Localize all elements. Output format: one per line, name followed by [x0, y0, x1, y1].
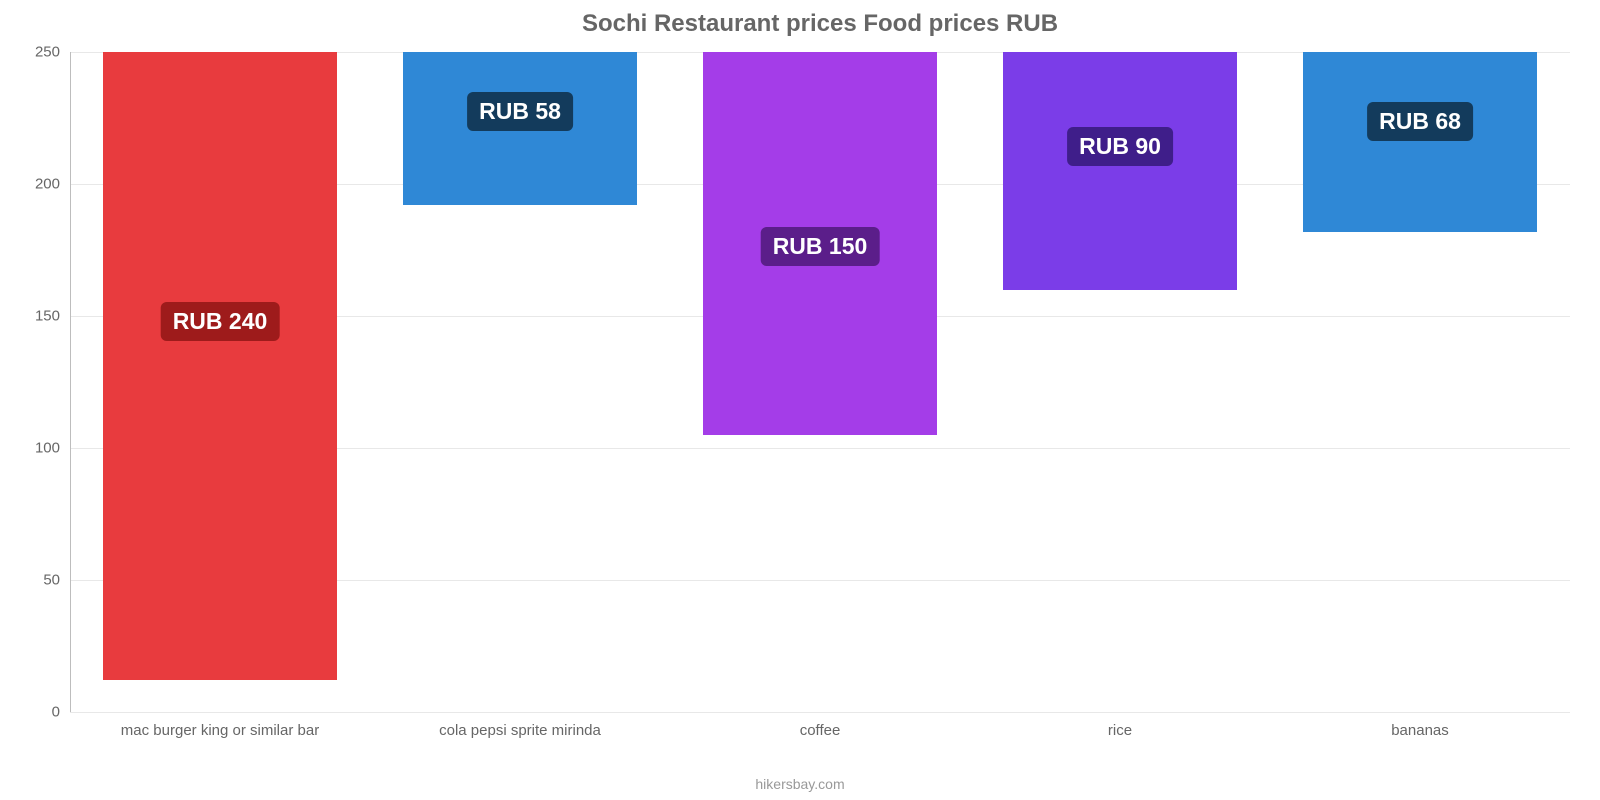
chart-title: Sochi Restaurant prices Food prices RUB — [70, 10, 1570, 38]
bar-slot: RUB 240 — [70, 52, 370, 712]
plot-area: 050100150200250RUB 240RUB 58RUB 150RUB 9… — [70, 52, 1570, 712]
bar: RUB 240 — [103, 52, 337, 680]
chart-credit: hikersbay.com — [0, 776, 1600, 792]
y-tick-label: 200 — [35, 176, 70, 193]
bar: RUB 58 — [403, 52, 637, 205]
price-chart: Sochi Restaurant prices Food prices RUB … — [0, 0, 1600, 800]
value-badge: RUB 90 — [1067, 127, 1173, 166]
bar: RUB 150 — [703, 52, 937, 435]
value-badge: RUB 58 — [467, 92, 573, 131]
x-label: rice — [970, 712, 1270, 739]
y-tick-label: 150 — [35, 308, 70, 325]
bar-slot: RUB 150 — [670, 52, 970, 712]
y-tick-label: 50 — [43, 572, 70, 589]
x-label: bananas — [1270, 712, 1570, 739]
value-badge: RUB 240 — [161, 302, 280, 341]
value-badge: RUB 150 — [761, 227, 880, 266]
bar-slot: RUB 90 — [970, 52, 1270, 712]
y-tick-label: 100 — [35, 440, 70, 457]
x-label: cola pepsi sprite mirinda — [370, 712, 670, 739]
value-badge: RUB 68 — [1367, 102, 1473, 141]
y-tick-label: 250 — [35, 44, 70, 61]
x-label: mac burger king or similar bar — [70, 712, 370, 739]
bar-slot: RUB 68 — [1270, 52, 1570, 712]
bar: RUB 68 — [1303, 52, 1537, 232]
bar: RUB 90 — [1003, 52, 1237, 290]
x-labels-row: mac burger king or similar barcola pepsi… — [70, 712, 1570, 739]
bars-container: RUB 240 RUB 58 RUB 150 RUB 90 RUB 68 — [70, 52, 1570, 712]
y-tick-label: 0 — [52, 704, 70, 721]
bar-slot: RUB 58 — [370, 52, 670, 712]
x-label: coffee — [670, 712, 970, 739]
